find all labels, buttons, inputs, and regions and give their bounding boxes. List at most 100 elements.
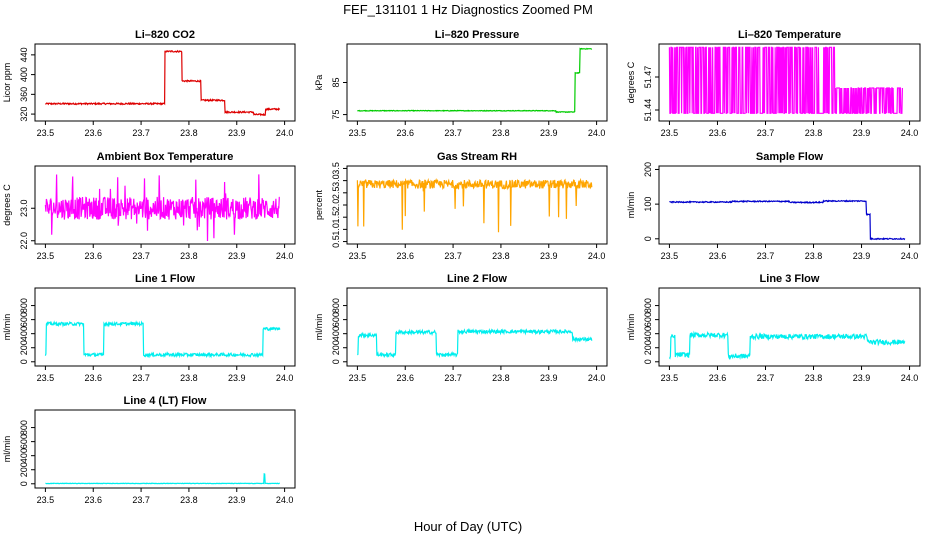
panel-sample_flow: Sample Flow ml/min 23.5 23.6 23.7 23.8 23.9 24.… xyxy=(626,151,921,261)
y-tick-label: 200 xyxy=(19,462,29,477)
panels-group: Li–820 CO2 Licor ppm 23.5 23.6 23.7 23.8 23.9 2… xyxy=(2,29,921,505)
x-tick-label: 23.7 xyxy=(757,251,775,261)
y-tick-label: 100 xyxy=(643,197,653,212)
x-tick-label: 23.9 xyxy=(853,128,871,138)
y-axis-label: ml/min xyxy=(626,314,636,341)
y-axis-label: percent xyxy=(314,189,324,220)
plot-frame xyxy=(34,287,296,367)
y-tick-label: 2.0 xyxy=(331,199,341,212)
series-line-line3 xyxy=(668,330,906,361)
plot-frame xyxy=(658,287,921,367)
plot-frame xyxy=(34,409,296,489)
y-tick-label: 400 xyxy=(19,67,29,82)
x-tick-label: 23.8 xyxy=(492,128,510,138)
y-tick-label: 200 xyxy=(331,340,341,355)
x-tick-label: 23.7 xyxy=(132,373,150,383)
x-tick-label: 23.9 xyxy=(540,251,558,261)
series-line-line2 xyxy=(356,328,593,359)
y-axis-label: degrees C xyxy=(2,184,12,226)
series-line-line1 xyxy=(44,320,281,359)
figure-xlabel: Hour of Day (UTC) xyxy=(414,519,522,534)
y-tick-label: 0 xyxy=(19,481,29,486)
y-tick-label: 1.0 xyxy=(331,223,341,236)
series-line-sample_flow xyxy=(669,199,906,241)
y-tick-label: 800 xyxy=(19,420,29,435)
panel-title: Line 4 (LT) Flow xyxy=(124,395,207,407)
y-tick-label: 800 xyxy=(643,298,653,313)
x-tick-label: 23.9 xyxy=(228,373,246,383)
x-tick-label: 24.0 xyxy=(588,251,606,261)
y-tick-label: 600 xyxy=(19,312,29,327)
x-tick-label: 24.0 xyxy=(276,251,294,261)
x-tick-label: 23.5 xyxy=(37,495,55,505)
plot-frame xyxy=(34,43,296,122)
x-tick-label: 23.8 xyxy=(805,128,823,138)
x-tick-label: 24.0 xyxy=(276,373,294,383)
x-tick-label: 23.9 xyxy=(540,373,558,383)
y-tick-label: 2.5 xyxy=(331,187,341,200)
x-tick-label: 23.7 xyxy=(757,128,775,138)
x-tick-label: 23.7 xyxy=(444,128,462,138)
y-tick-label: 800 xyxy=(19,298,29,313)
panel-title: Line 3 Flow xyxy=(760,273,820,285)
x-tick-label: 23.7 xyxy=(444,373,462,383)
y-tick-label: 600 xyxy=(19,434,29,449)
x-tick-label: 24.0 xyxy=(276,128,294,138)
y-tick-label: 600 xyxy=(331,312,341,327)
x-tick-label: 24.0 xyxy=(901,128,919,138)
y-axis-label: kPa xyxy=(314,75,324,91)
panel-title: Gas Stream RH xyxy=(437,151,517,163)
y-tick-label: 51.44 xyxy=(643,99,653,122)
x-tick-label: 23.5 xyxy=(37,251,55,261)
x-tick-label: 23.9 xyxy=(853,373,871,383)
x-tick-label: 24.0 xyxy=(901,373,919,383)
y-tick-label: 360 xyxy=(19,87,29,102)
x-tick-label: 23.5 xyxy=(661,128,679,138)
x-tick-label: 23.9 xyxy=(228,251,246,261)
y-tick-label: 800 xyxy=(331,298,341,313)
panel-pressure: Li–820 Pressure kPa 23.5 23.6 23.7 23.8 23.9 24… xyxy=(314,29,608,138)
y-tick-label: 85 xyxy=(331,77,341,87)
panel-line4: Line 4 (LT) Flow ml/min 23.5 23.6 23.7 23.8 23… xyxy=(2,395,296,505)
x-tick-label: 23.5 xyxy=(349,251,367,261)
plot-frame xyxy=(658,165,921,245)
panel-line1: Line 1 Flow ml/min 23.5 23.6 23.7 23.8 23.9 24.… xyxy=(2,273,296,383)
x-tick-label: 23.8 xyxy=(492,373,510,383)
y-tick-label: 1.5 xyxy=(331,211,341,224)
panel-title: Sample Flow xyxy=(756,151,824,163)
x-tick-label: 24.0 xyxy=(588,373,606,383)
x-tick-label: 23.8 xyxy=(180,373,198,383)
x-tick-label: 23.8 xyxy=(805,373,823,383)
y-tick-label: 23.0 xyxy=(19,199,29,217)
series-line-co2 xyxy=(44,49,281,117)
y-tick-label: 400 xyxy=(331,326,341,341)
x-tick-label: 23.5 xyxy=(37,373,55,383)
panel-title: Li–820 CO2 xyxy=(135,29,195,41)
x-tick-label: 23.5 xyxy=(349,373,367,383)
panel-ambient_temp: Ambient Box Temperature degrees C 23.5 23.6… xyxy=(2,151,296,261)
panel-title: Line 1 Flow xyxy=(135,273,195,285)
series-line-pressure xyxy=(357,47,593,114)
x-tick-label: 23.9 xyxy=(228,128,246,138)
x-tick-label: 23.6 xyxy=(84,251,102,261)
x-tick-label: 23.6 xyxy=(709,373,727,383)
x-tick-label: 23.5 xyxy=(37,128,55,138)
y-tick-label: 400 xyxy=(19,448,29,463)
y-tick-label: 600 xyxy=(643,312,653,327)
y-tick-label: 3.5 xyxy=(331,162,341,175)
y-axis-label: ml/min xyxy=(2,314,12,341)
y-tick-label: 200 xyxy=(19,340,29,355)
plot-frame xyxy=(346,43,608,122)
y-axis-label: ml/min xyxy=(314,314,324,341)
panel-licor_temp: Li–820 Temperature degrees C 23.5 23.6 23.7 2… xyxy=(626,29,921,138)
plot-frame xyxy=(346,287,608,367)
panel-line3: Line 3 Flow ml/min 23.5 23.6 23.7 23.8 23.9 24.… xyxy=(626,273,921,383)
y-tick-label: 51.47 xyxy=(643,66,653,89)
y-tick-label: 0 xyxy=(643,236,653,241)
x-tick-label: 23.9 xyxy=(228,495,246,505)
y-tick-label: 200 xyxy=(643,162,653,177)
x-tick-label: 23.8 xyxy=(180,128,198,138)
plot-frame xyxy=(346,165,608,245)
y-axis-label: ml/min xyxy=(626,192,636,219)
